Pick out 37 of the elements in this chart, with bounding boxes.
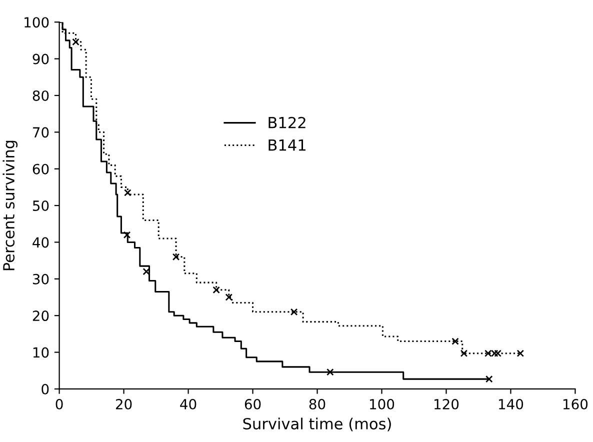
x-tick-label: 20 [116, 398, 132, 410]
y-tick-label: 20 [32, 310, 49, 322]
point [172, 253, 180, 261]
point [326, 368, 334, 376]
y-axis-title: Percent surviving [2, 140, 18, 270]
y-tick-label: 0 [42, 384, 49, 394]
legend-label: B141 [268, 139, 306, 151]
y-tick-label: 50 [32, 200, 49, 212]
point [494, 350, 502, 358]
y-tick-label: 70 [33, 127, 49, 138]
x-tick-label: 80 [309, 398, 326, 410]
legend-label: B122 [268, 116, 306, 128]
x-tick-label: 160 [563, 398, 588, 410]
y-tick-label: 80 [32, 90, 49, 101]
y-tick-label: 30 [32, 274, 49, 284]
y-tick-label: 100 [24, 17, 49, 28]
x-tick-label: 60 [244, 398, 261, 410]
point [212, 286, 220, 294]
y-tick-label: 90 [32, 54, 49, 64]
point [72, 38, 80, 46]
point [225, 294, 233, 301]
point [124, 189, 132, 196]
point [516, 350, 524, 358]
x-tick-label: 140 [498, 398, 524, 410]
point [123, 231, 131, 239]
y-tick-label: 60 [32, 164, 49, 174]
x-tick-label: 0 [56, 398, 63, 410]
point [485, 375, 493, 383]
point [460, 350, 468, 358]
point [290, 308, 298, 316]
x-axis-title: Survival time (mos) [243, 418, 391, 432]
point [452, 338, 459, 345]
x-tick-label: 40 [180, 398, 196, 410]
y-tick-label: 40 [32, 237, 49, 248]
x-tick-label: 100 [370, 398, 394, 410]
y-tick-label: 10 [33, 347, 49, 358]
x-tick-label: 120 [434, 398, 459, 410]
